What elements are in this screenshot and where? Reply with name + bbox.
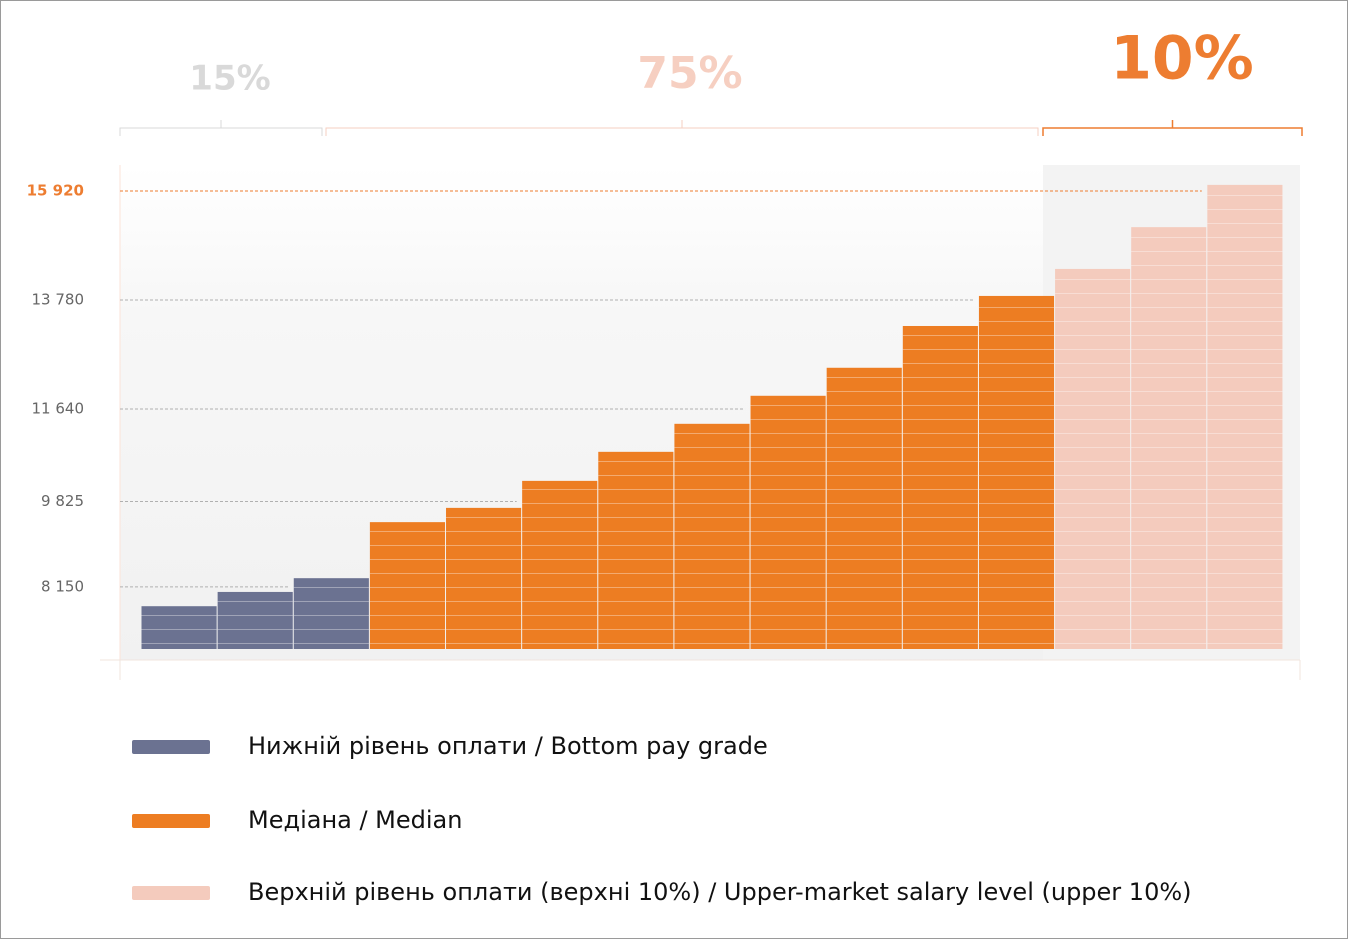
bar-stripes (978, 295, 1055, 649)
bar-stripes (446, 507, 522, 649)
legend-label: Медіана / Median (248, 806, 462, 834)
legend-label: Нижній рівень оплати / Bottom pay grade (248, 732, 768, 760)
y-tick-label: 9 825 (41, 492, 84, 510)
y-tick-label: 8 150 (41, 577, 84, 595)
legend-swatch (132, 814, 210, 828)
y-tick-label: 13 780 (32, 291, 85, 309)
bar-stripes (902, 325, 978, 649)
bar-stripes (217, 591, 293, 649)
legend-swatch (132, 740, 210, 754)
y-tick-label: 11 640 (32, 400, 85, 418)
bar-stripes (598, 451, 674, 649)
bar-stripes (1131, 227, 1207, 649)
y-tick-label: 15 920 (27, 181, 84, 199)
bar-stripes (674, 423, 750, 649)
share-bracket (1042, 120, 1303, 136)
share-bracket (325, 120, 1039, 136)
share-label: 15% (189, 59, 270, 99)
share-bracket (119, 120, 323, 136)
legend-swatch (132, 886, 210, 900)
bar-stripes (141, 606, 217, 649)
bar-stripes (522, 480, 598, 649)
legend-label: Верхній рівень оплати (верхні 10%) / Upp… (248, 878, 1192, 906)
bar-stripes (826, 367, 902, 649)
share-label: 75% (637, 48, 742, 99)
share-label: 10% (1110, 24, 1254, 94)
bar-stripes (1055, 268, 1131, 649)
bar-stripes (369, 522, 446, 649)
bar-stripes (750, 395, 826, 649)
bar-stripes (1207, 184, 1283, 649)
bar-stripes (293, 578, 369, 649)
